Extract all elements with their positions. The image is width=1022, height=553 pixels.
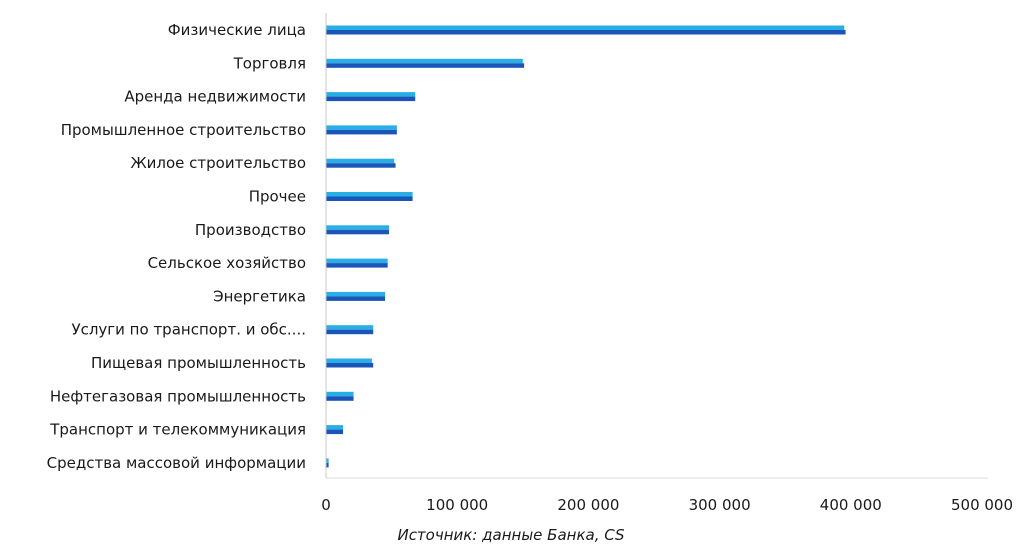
category-label: Производство: [195, 221, 306, 239]
bar-series-1: [326, 58, 523, 64]
bar-series-2: [326, 30, 846, 35]
x-tick-label: 300 000: [689, 496, 751, 514]
bar-series-1: [326, 425, 344, 430]
x-tick-label: 200 000: [557, 496, 619, 514]
bar-series-2: [326, 263, 388, 268]
bar-series-2: [326, 296, 386, 301]
bar-series-2: [326, 363, 374, 368]
category-label: Промышленное строительство: [61, 121, 306, 139]
x-tick-label: 400 000: [820, 496, 882, 514]
bar-series-2: [326, 129, 397, 135]
bar-series-1: [326, 192, 413, 197]
source-note: Источник: данные Банка, CS: [397, 526, 625, 544]
category-label: Жилое строительство: [131, 154, 307, 172]
bar-series-2: [326, 396, 354, 401]
category-label: Услуги по транспорт. и обс....: [71, 321, 306, 339]
bar-series-2: [326, 163, 396, 168]
bar-series-1: [326, 391, 354, 397]
bar-series-1: [326, 358, 372, 363]
category-label: Прочее: [249, 188, 306, 206]
bar-series-2: [326, 96, 416, 102]
bar-series-2: [326, 329, 374, 335]
category-label: Энергетика: [213, 287, 306, 305]
category-label: Средства массовой информации: [47, 454, 306, 472]
x-tick-label: 500 000: [951, 496, 1013, 514]
bar-series-1: [326, 458, 329, 463]
bar-series-1: [326, 92, 416, 97]
category-label: Нефтегазовая промышленность: [50, 387, 306, 405]
bar-series-2: [326, 196, 413, 201]
category-label: Транспорт и телекоммуникация: [49, 421, 306, 439]
x-tick-label: 0: [321, 496, 331, 514]
category-label: Сельское хозяйство: [148, 254, 306, 272]
bar-series-1: [326, 258, 388, 264]
bar-series-1: [326, 25, 845, 30]
bar-series-1: [326, 158, 395, 164]
bar-series-2: [326, 63, 525, 68]
category-label: Физические лица: [168, 21, 306, 39]
bar-series-1: [326, 325, 374, 330]
category-label: Аренда недвижимости: [124, 88, 306, 106]
bars-layer: [326, 25, 846, 468]
bar-series-1: [326, 125, 397, 130]
bar-series-2: [326, 429, 344, 435]
bar-series-1: [326, 225, 389, 230]
x-tick-label: 100 000: [426, 496, 488, 514]
category-labels: Физические лица Торговля Аренда недвижимос…: [47, 21, 306, 472]
x-tick-labels: 0 100 000 200 000 300 000 400 000 500 000: [321, 496, 1013, 514]
category-label: Торговля: [233, 54, 306, 72]
bar-series-2: [326, 462, 329, 468]
bar-series-2: [326, 229, 389, 235]
bar-series-1: [326, 291, 386, 297]
category-label: Пищевая промышленность: [91, 354, 306, 372]
